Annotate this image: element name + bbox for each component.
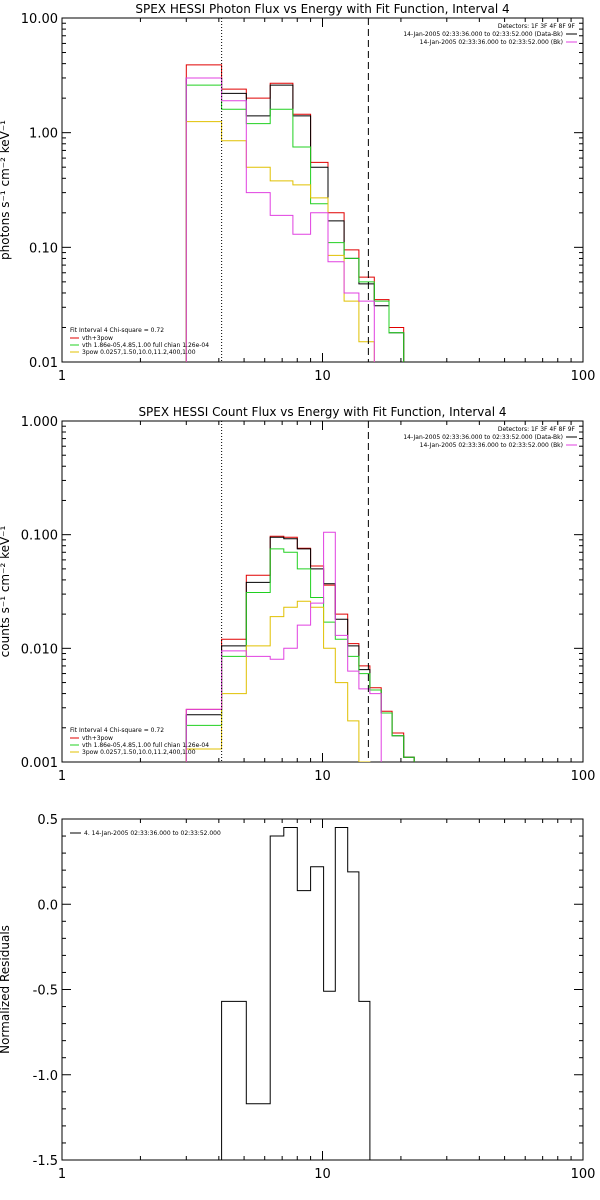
plot-frame	[61, 17, 584, 363]
chart-panel-2: SPEX HESSI Count Flux vs Energy with Fit…	[0, 405, 595, 784]
y-tick-label: 0.0	[37, 898, 58, 913]
series-line-bk	[185, 531, 382, 762]
y-tick-label: -1.5	[33, 1154, 58, 1169]
series-line-vth	[185, 548, 415, 762]
plot-data	[221, 827, 371, 1160]
y-tick-label: -0.5	[33, 984, 58, 999]
x-tick-label: 10	[314, 769, 331, 784]
series-line-vth	[185, 84, 405, 362]
legend-fit-label: 3pow 0.0257,1.50,10.0,11.2,400,1.00	[82, 749, 196, 756]
chart-title: SPEX HESSI Count Flux vs Energy with Fit…	[138, 405, 506, 419]
y-tick-label: 10.00	[21, 12, 58, 27]
series-line-data-bk	[185, 77, 405, 362]
legend-fit-header: Fit Interval 4 Chi-square = 0.72	[70, 727, 164, 734]
legend-fit-label: vth 1.86e-05,4.85,1.00 full chian 1.26e-…	[82, 742, 209, 749]
x-tick-label: 100	[571, 769, 596, 784]
x-tick-label: 100	[571, 1167, 596, 1182]
y-tick-label: -1.0	[33, 1069, 58, 1084]
y-tick-label: 0.001	[21, 756, 58, 771]
series-line-3pow	[185, 600, 371, 762]
x-tick-label: 1	[58, 1167, 66, 1182]
x-tick-label: 100	[571, 369, 596, 384]
y-axis-label: Normalized Residuals	[0, 925, 12, 1054]
y-axis-label: photons s⁻¹ cm⁻² keV⁻¹	[0, 120, 12, 260]
plot-data	[185, 64, 405, 362]
legend-data-bk-label: 14-Jan-2005 02:33:36.000 to 02:33:52.000…	[403, 31, 563, 38]
chart-panel-3: Normalized Residuals 1 10 100 -1.5 -1.0 -0.5 0.…	[0, 813, 595, 1182]
plot-frame	[61, 420, 584, 763]
series-line-3pow	[185, 121, 375, 362]
y-tick-label: 0.01	[29, 356, 58, 371]
legend-residual-label: 4. 14-Jan-2005 02:33:36.000 to 02:33:52.…	[84, 830, 221, 837]
y-tick-label: 0.5	[37, 813, 58, 828]
plot-frame	[61, 818, 584, 1161]
series-line-vth-3pow	[185, 64, 405, 362]
x-tick-label: 1	[58, 369, 66, 384]
plot-data	[185, 531, 415, 762]
legend-fit-header: Fit Interval 4 Chi-square = 0.72	[70, 327, 164, 334]
legend-fit-label: 3pow 0.0257,1.50,10.0,11.2,400,1.00	[82, 349, 196, 356]
legend-fit-label: vth+3pow	[82, 335, 113, 342]
legend-bk-label: 14-Jan-2005 02:33:36.000 to 02:33:52.000…	[420, 442, 563, 449]
y-tick-label: 0.010	[21, 642, 58, 657]
chart-title: SPEX HESSI Photon Flux vs Energy with Fi…	[135, 2, 509, 16]
y-tick-label: 0.10	[29, 241, 58, 256]
legend-data-bk-label: 14-Jan-2005 02:33:36.000 to 02:33:52.000…	[403, 434, 563, 441]
series-line-data-bk	[185, 536, 415, 762]
y-tick-label: 0.100	[21, 529, 58, 544]
y-tick-label: 1.000	[21, 415, 58, 430]
legend-detectors: Detectors: 1F 3F 4F 8F 9F	[498, 426, 576, 433]
series-line-vth-3pow	[185, 535, 415, 762]
x-tick-label: 10	[314, 1167, 331, 1182]
series-line-bk	[185, 77, 375, 362]
legend-bk-label: 14-Jan-2005 02:33:36.000 to 02:33:52.000…	[420, 39, 563, 46]
legend-detectors: Detectors: 1F 3F 4F 8F 9F	[498, 23, 576, 30]
y-axis-label: counts s⁻¹ cm⁻² keV⁻¹	[0, 525, 12, 657]
series-line-residuals	[221, 827, 371, 1160]
legend-fit-label: vth+3pow	[82, 735, 113, 742]
y-tick-label: 1.00	[29, 127, 58, 142]
chart-panel-1: SPEX HESSI Photon Flux vs Energy with Fi…	[0, 2, 595, 384]
x-tick-label: 10	[314, 369, 331, 384]
x-tick-label: 1	[58, 769, 66, 784]
legend-fit-label: vth 1.86e-05,4.85,1.00 full chian 1.26e-…	[82, 342, 209, 349]
